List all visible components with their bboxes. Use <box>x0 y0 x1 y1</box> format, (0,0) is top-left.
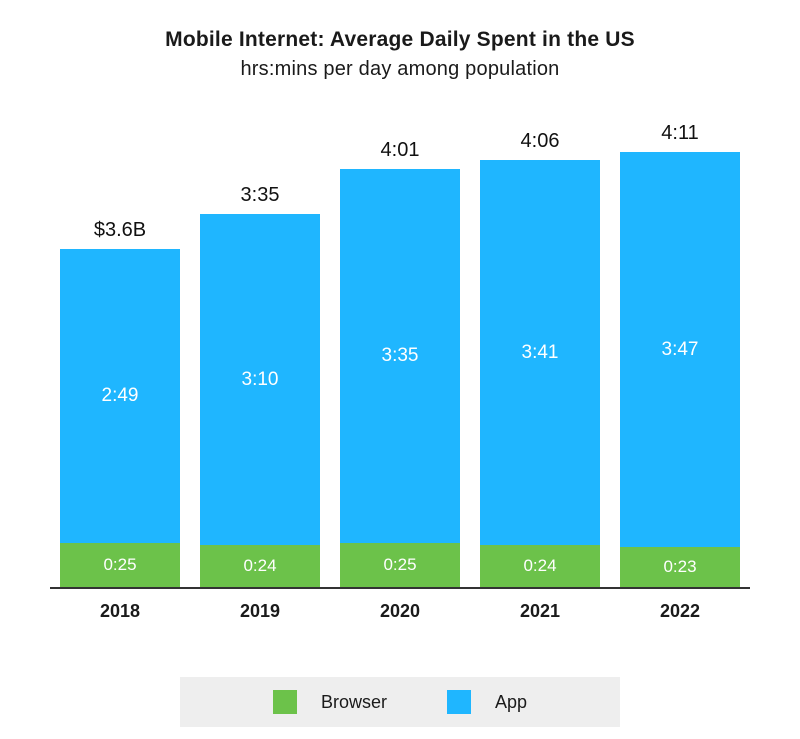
chart-subtitle: hrs:mins per day among population <box>50 58 750 81</box>
bar-total-label: 4:06 <box>480 130 600 153</box>
bar-segment-browser: 0:25 <box>340 543 460 587</box>
legend-item-app: App <box>447 690 527 714</box>
legend-swatch-app <box>447 690 471 714</box>
legend-item-browser: Browser <box>273 690 387 714</box>
bar-segment-label: 3:47 <box>662 339 699 361</box>
bar-2021: 4:060:243:41 <box>480 160 600 587</box>
bar-segment-label: 3:41 <box>522 342 559 364</box>
bar-segment-label: 0:24 <box>243 556 276 576</box>
plot-area: $3.6B 0:25 2:49 3:35 0:24 3:10 4:01 0:25 3:35 4:0… <box>50 119 750 589</box>
bar-segment-browser: 0:24 <box>200 545 320 587</box>
bar-segment-app: 3:41 <box>480 160 600 545</box>
bar-segment-browser: 0:24 <box>480 545 600 587</box>
x-axis-label: 2020 <box>340 601 460 622</box>
bar-segment-app: 3:47 <box>620 152 740 547</box>
x-axis-label: 2018 <box>60 601 180 622</box>
bar-segment-app: 3:10 <box>200 214 320 545</box>
x-axis-labels: 2018 2019 2020 2021 2022 <box>50 601 750 622</box>
bar-segment-label: 3:10 <box>242 369 279 391</box>
bar-segment-label: 2:49 <box>102 385 139 407</box>
chart-container: Mobile Internet: Average Daily Spent in … <box>0 0 800 739</box>
bar-segment-app: 2:49 <box>60 249 180 543</box>
legend-label-app: App <box>495 692 527 713</box>
bar-segment-label: 0:24 <box>523 556 556 576</box>
x-axis-label: 2022 <box>620 601 740 622</box>
legend-label-browser: Browser <box>321 692 387 713</box>
x-axis-label: 2019 <box>200 601 320 622</box>
bar-segment-app: 3:35 <box>340 169 460 543</box>
bar-total-label: $3.6B <box>60 219 180 242</box>
bar-total-label: 3:35 <box>200 184 320 207</box>
bar-segment-label: 0:25 <box>383 555 416 575</box>
bar-total-label: 4:01 <box>340 139 460 162</box>
bar-segment-browser: 0:23 <box>620 547 740 587</box>
bar-segment-label: 3:35 <box>382 345 419 367</box>
bar-2019: 3:350:243:10 <box>200 214 320 587</box>
bar-segment-label: 0:25 <box>103 555 136 575</box>
bar-2018: $3.6B0:252:49 <box>60 249 180 587</box>
bar-2022: 4:110:233:47 <box>620 152 740 587</box>
x-axis-label: 2021 <box>480 601 600 622</box>
legend: Browser App <box>180 677 620 727</box>
legend-swatch-browser <box>273 690 297 714</box>
chart-title: Mobile Internet: Average Daily Spent in … <box>50 28 750 52</box>
bar-segment-label: 0:23 <box>663 557 696 577</box>
bar-segment-browser: 0:25 <box>60 543 180 587</box>
bar-total-label: 4:11 <box>620 122 740 145</box>
bar-2020: 4:010:253:35 <box>340 169 460 587</box>
